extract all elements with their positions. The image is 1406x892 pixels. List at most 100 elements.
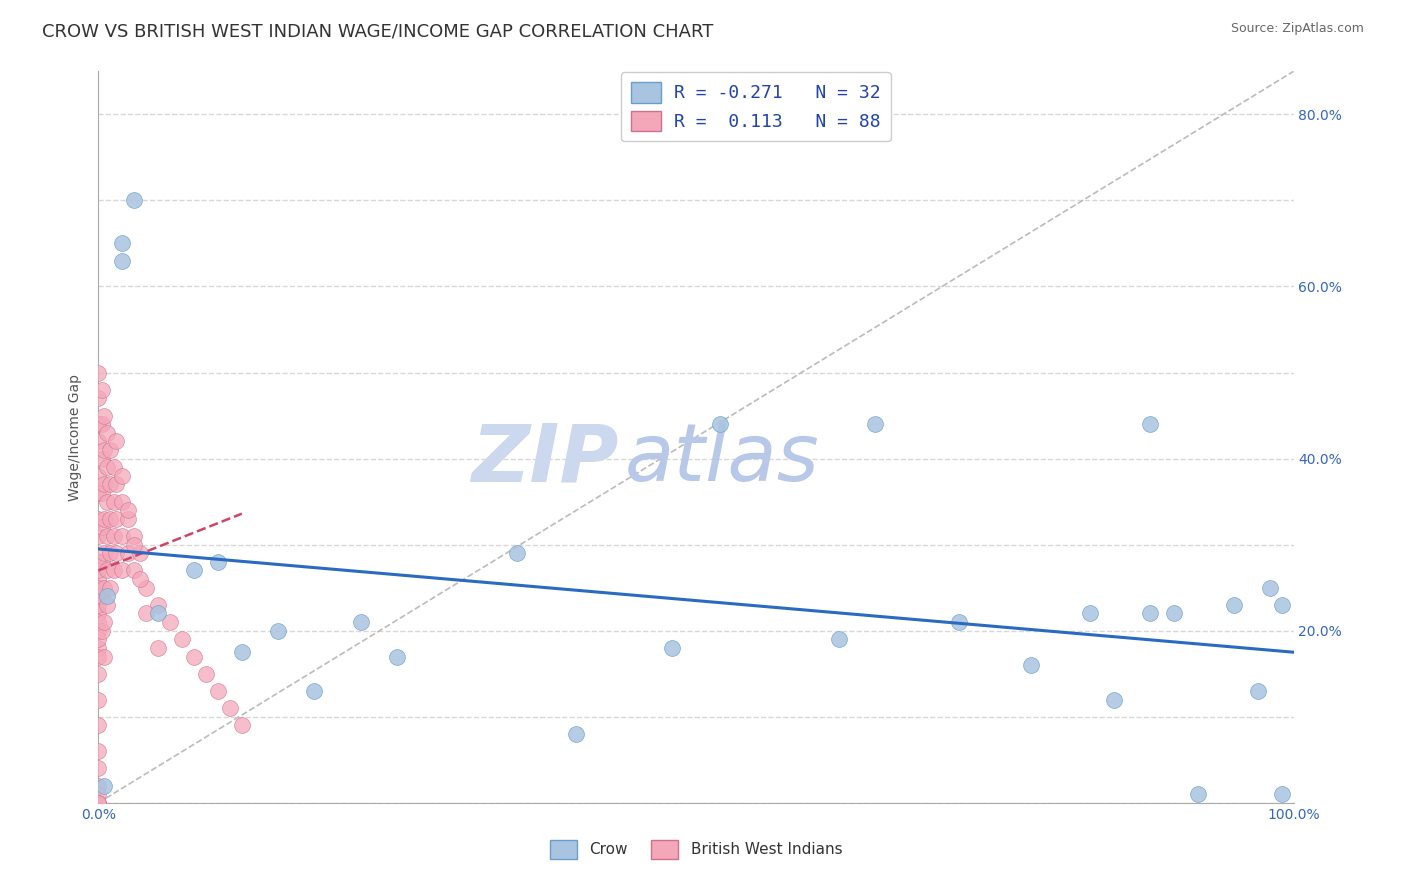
Point [91, 417, 114, 432]
Point [87, 649, 110, 664]
Point [87, 417, 110, 432]
Point [87, 486, 110, 500]
Point [135, 581, 157, 595]
Point [148, 607, 170, 621]
Point [87, 607, 110, 621]
Point [91, 520, 114, 534]
Point [91, 589, 114, 603]
Point [111, 564, 134, 578]
Text: ZIP: ZIP [471, 420, 619, 498]
Point [98, 512, 122, 526]
Point [87, 744, 110, 758]
Point [96, 460, 118, 475]
Point [124, 194, 146, 208]
Point [87, 761, 110, 775]
Point [93, 779, 115, 793]
Point [1139, 417, 1161, 432]
Point [231, 718, 253, 732]
Point [87, 512, 110, 526]
Point [1163, 607, 1185, 621]
Legend: Crow, British West Indians: Crow, British West Indians [544, 834, 848, 864]
Point [96, 529, 118, 543]
Point [87, 718, 110, 732]
Point [1247, 684, 1270, 698]
Point [91, 451, 114, 466]
Point [96, 598, 118, 612]
Point [129, 572, 152, 586]
Point [135, 607, 157, 621]
Point [105, 546, 128, 560]
Point [172, 632, 194, 647]
Point [105, 477, 128, 491]
Point [93, 477, 115, 491]
Point [98, 581, 122, 595]
Point [87, 796, 110, 810]
Point [96, 494, 118, 508]
Point [87, 581, 110, 595]
Point [91, 624, 114, 638]
Point [1187, 787, 1209, 801]
Point [565, 727, 588, 741]
Point [117, 512, 139, 526]
Point [96, 425, 118, 440]
Point [207, 555, 229, 569]
Point [91, 486, 114, 500]
Point [159, 615, 181, 629]
Point [98, 477, 122, 491]
Point [87, 529, 110, 543]
Point [87, 598, 110, 612]
Point [87, 796, 110, 810]
Point [124, 564, 146, 578]
Point [129, 546, 152, 560]
Point [709, 417, 731, 432]
Point [183, 564, 205, 578]
Point [87, 572, 110, 586]
Point [148, 640, 170, 655]
Point [96, 564, 118, 578]
Point [103, 529, 125, 543]
Text: CROW VS BRITISH WEST INDIAN WAGE/INCOME GAP CORRELATION CHART: CROW VS BRITISH WEST INDIAN WAGE/INCOME … [42, 22, 714, 40]
Point [1104, 692, 1126, 706]
Point [1080, 607, 1102, 621]
Point [103, 564, 125, 578]
Point [124, 538, 146, 552]
Point [93, 546, 115, 560]
Point [91, 555, 114, 569]
Point [98, 546, 122, 560]
Point [302, 684, 325, 698]
Point [87, 779, 110, 793]
Point [103, 494, 125, 508]
Point [948, 615, 970, 629]
Point [87, 434, 110, 449]
Point [111, 529, 134, 543]
Point [87, 555, 110, 569]
Point [87, 624, 110, 638]
Point [1271, 598, 1294, 612]
Point [103, 460, 125, 475]
Point [385, 649, 409, 664]
Point [1258, 581, 1281, 595]
Text: atlas: atlas [624, 420, 820, 498]
Point [93, 442, 115, 457]
Point [1139, 607, 1161, 621]
Point [87, 787, 110, 801]
Point [93, 581, 115, 595]
Point [124, 529, 146, 543]
Point [87, 589, 110, 603]
Point [828, 632, 851, 647]
Point [111, 253, 134, 268]
Text: Source: ZipAtlas.com: Source: ZipAtlas.com [1230, 22, 1364, 36]
Point [87, 366, 110, 380]
Point [231, 645, 253, 659]
Point [96, 589, 118, 603]
Point [93, 409, 115, 423]
Point [93, 512, 115, 526]
Point [98, 442, 122, 457]
Point [1019, 658, 1042, 673]
Point [117, 546, 139, 560]
Point [87, 666, 110, 681]
Point [105, 434, 128, 449]
Point [865, 417, 887, 432]
Point [207, 684, 229, 698]
Point [91, 383, 114, 397]
